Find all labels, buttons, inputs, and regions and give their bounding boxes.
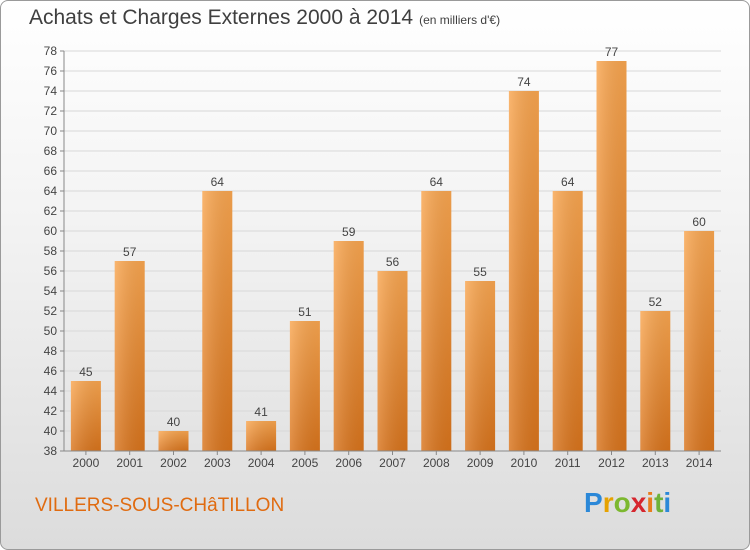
x-tick-label: 2014 — [686, 456, 713, 470]
y-tick-label: 40 — [44, 424, 58, 438]
y-axis-ticks: 38 40 42 44 46 48 50 52 54 56 58 60 62 64 66 68 70 72 74 76… — [44, 44, 64, 458]
proxiti-logo: Proxiti — [584, 487, 671, 519]
y-tick-label: 50 — [44, 324, 58, 338]
logo-letter: x — [630, 487, 647, 518]
x-tick-label: 2008 — [423, 456, 450, 470]
y-tick-label: 52 — [44, 304, 58, 318]
x-tick-label: 2000 — [73, 456, 100, 470]
axes — [63, 51, 721, 452]
data-label: 45 — [79, 365, 93, 379]
logo-letter: r — [602, 487, 614, 518]
y-tick-label: 38 — [44, 444, 58, 458]
x-axis-ticks: 2000 2001 2002 2003 2004 2005 2006 2007 2008 2009… — [73, 451, 713, 470]
bar-shade — [333, 241, 364, 451]
data-label: 64 — [211, 175, 225, 189]
y-tick-label: 58 — [44, 244, 58, 258]
data-label: 40 — [167, 415, 181, 429]
y-tick-label: 78 — [44, 44, 58, 58]
bar-shade — [377, 271, 408, 451]
bar-shade — [640, 311, 671, 451]
y-tick-label: 56 — [44, 264, 58, 278]
bar-shade — [114, 261, 145, 451]
x-tick-label: 2002 — [160, 456, 187, 470]
y-tick-label: 68 — [44, 144, 58, 158]
bar-shade — [508, 91, 539, 451]
commune-name: VILLERS-SOUS-CHâTILLON — [35, 495, 285, 516]
y-tick-label: 60 — [44, 224, 58, 238]
y-tick-label: 44 — [44, 384, 58, 398]
logo-letter: P — [584, 487, 603, 518]
bar-shade — [158, 431, 189, 451]
data-label: 64 — [430, 175, 444, 189]
data-label: 41 — [254, 405, 268, 419]
bar-shade — [684, 231, 715, 451]
data-label: 64 — [561, 175, 575, 189]
bar-shade — [465, 281, 496, 451]
x-tick-label: 2012 — [598, 456, 625, 470]
chart-title-text: Achats et Charges Externes 2000 à 2014 — [29, 6, 414, 29]
data-label: 57 — [123, 245, 137, 259]
data-label: 74 — [517, 75, 531, 89]
y-tick-label: 62 — [44, 204, 58, 218]
bar-shade — [70, 381, 101, 451]
bar-shade — [246, 421, 277, 451]
data-label: 55 — [473, 265, 487, 279]
x-tick-label: 2009 — [467, 456, 494, 470]
logo-letter: i — [646, 487, 655, 518]
y-tick-label: 66 — [44, 164, 58, 178]
x-tick-label: 2003 — [204, 456, 231, 470]
logo-letter: i — [663, 487, 672, 518]
y-tick-label: 76 — [44, 64, 58, 78]
bar-shade — [289, 321, 320, 451]
logo-letter: o — [613, 487, 631, 518]
data-label: 59 — [342, 225, 356, 239]
x-tick-label: 2001 — [116, 456, 143, 470]
chart-unit: (en milliers d'€) — [419, 13, 501, 27]
bar-shade — [421, 191, 452, 451]
data-label: 77 — [605, 45, 619, 59]
x-tick-label: 2013 — [642, 456, 669, 470]
x-tick-label: 2004 — [248, 456, 275, 470]
y-tick-label: 70 — [44, 124, 58, 138]
y-tick-label: 54 — [44, 284, 58, 298]
y-tick-label: 48 — [44, 344, 58, 358]
data-label: 52 — [649, 295, 663, 309]
y-tick-label: 64 — [44, 184, 58, 198]
y-tick-label: 74 — [44, 84, 58, 98]
x-tick-label: 2006 — [335, 456, 362, 470]
bars: 45 57 40 64 41 51 59 56 64 55 74 64 77 52 60 — [70, 45, 715, 451]
y-tick-label: 42 — [44, 404, 58, 418]
x-tick-label: 2007 — [379, 456, 406, 470]
chart-title: Achats et Charges Externes 2000 à 2014 (e… — [29, 6, 500, 30]
x-tick-label: 2005 — [292, 456, 319, 470]
x-tick-label: 2010 — [511, 456, 538, 470]
y-tick-label: 72 — [44, 104, 58, 118]
data-label: 56 — [386, 255, 400, 269]
bar-shade — [552, 191, 583, 451]
logo-letter: t — [654, 487, 664, 518]
x-tick-label: 2011 — [555, 456, 581, 470]
bar-shade — [202, 191, 233, 451]
data-label: 51 — [298, 305, 312, 319]
data-label: 60 — [692, 215, 706, 229]
bar-shade — [596, 61, 627, 451]
y-tick-label: 46 — [44, 364, 58, 378]
